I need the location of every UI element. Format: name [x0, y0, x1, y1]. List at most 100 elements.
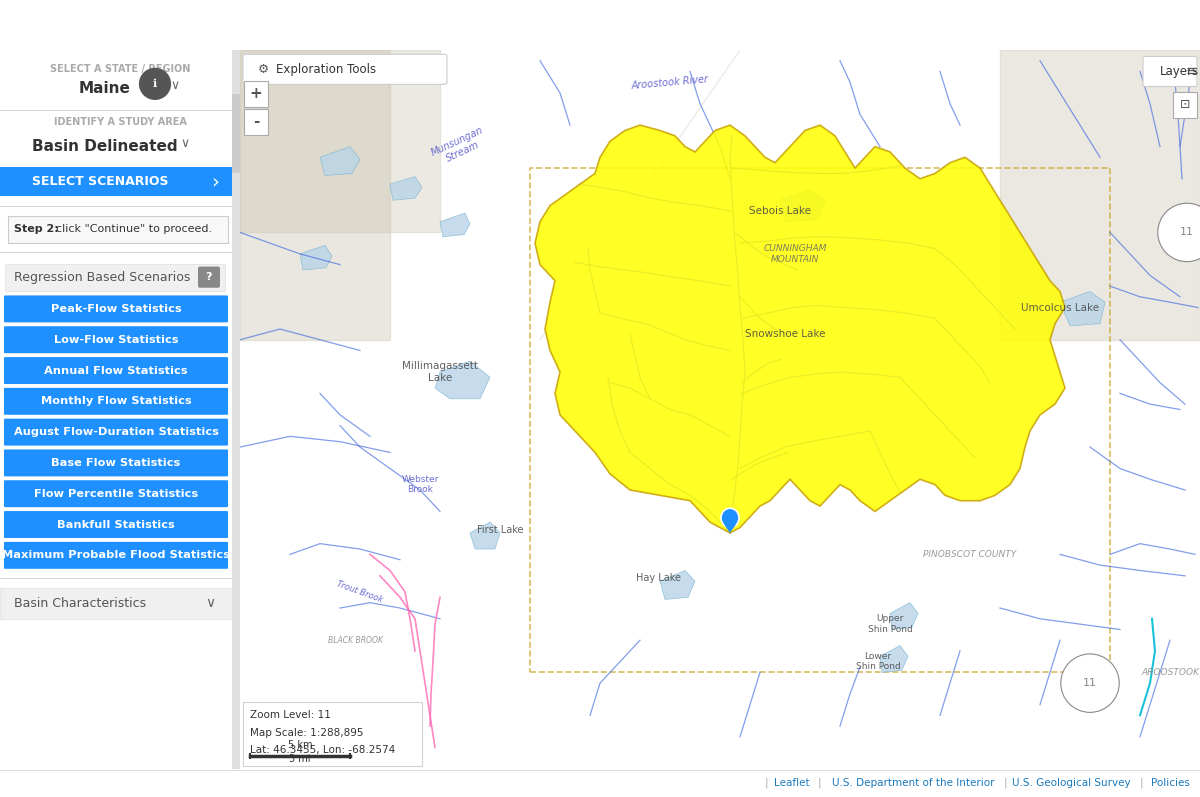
Text: 11: 11: [1084, 678, 1097, 688]
Polygon shape: [724, 524, 736, 533]
Polygon shape: [540, 50, 740, 340]
Text: Maine: Maine: [79, 80, 131, 96]
Text: |: |: [1003, 778, 1007, 788]
Text: BLACK BROOK: BLACK BROOK: [328, 636, 383, 645]
Text: AROOSTOOK: AROOSTOOK: [1141, 668, 1199, 677]
Text: ⚙: ⚙: [258, 63, 269, 76]
Text: ›: ›: [211, 172, 218, 191]
Text: 5 km: 5 km: [288, 740, 312, 750]
FancyBboxPatch shape: [0, 588, 232, 618]
Text: Aroostook River: Aroostook River: [631, 74, 709, 91]
FancyBboxPatch shape: [198, 266, 220, 288]
Polygon shape: [1000, 50, 1200, 340]
Text: Millimagassett
Lake: Millimagassett Lake: [402, 361, 478, 383]
Text: click "Continue" to proceed.: click "Continue" to proceed.: [56, 224, 212, 234]
Text: ? Help: ? Help: [1120, 20, 1154, 30]
Text: 3 mi: 3 mi: [289, 754, 311, 764]
Text: Step 2:: Step 2:: [14, 224, 59, 234]
FancyBboxPatch shape: [4, 481, 228, 507]
FancyBboxPatch shape: [8, 215, 228, 242]
Text: CUNNINGHAM
MOUNTAIN: CUNNINGHAM MOUNTAIN: [763, 244, 827, 264]
Text: Basin Delineated: Basin Delineated: [32, 139, 178, 154]
FancyBboxPatch shape: [4, 450, 228, 477]
Text: Hay Lake: Hay Lake: [636, 573, 680, 583]
FancyBboxPatch shape: [244, 109, 268, 135]
Text: Policies: Policies: [1151, 778, 1190, 788]
Text: IDENTIFY A STUDY AREA: IDENTIFY A STUDY AREA: [54, 117, 186, 128]
Text: ∨: ∨: [170, 79, 180, 92]
Text: Munsungan
Stream: Munsungan Stream: [430, 125, 490, 168]
Text: |: |: [818, 778, 822, 788]
Polygon shape: [535, 125, 1066, 533]
Text: Leaflet: Leaflet: [774, 778, 810, 788]
Text: ∨: ∨: [180, 136, 190, 150]
Text: Exploration Tools: Exploration Tools: [276, 63, 376, 76]
Text: Zoom Level: 11: Zoom Level: 11: [250, 710, 331, 720]
FancyBboxPatch shape: [232, 94, 240, 173]
Text: Trout Brook: Trout Brook: [336, 579, 384, 604]
FancyBboxPatch shape: [4, 296, 228, 323]
Text: Low-Flow Statistics: Low-Flow Statistics: [54, 335, 179, 345]
Polygon shape: [880, 646, 908, 673]
FancyBboxPatch shape: [4, 418, 228, 446]
Text: SELECT SCENARIOS: SELECT SCENARIOS: [31, 175, 168, 188]
Circle shape: [721, 508, 739, 528]
Text: +: +: [250, 87, 263, 101]
Text: |: |: [1139, 778, 1142, 788]
Text: Annual Flow Statistics: Annual Flow Statistics: [44, 366, 187, 375]
Text: PINOBSCOT COUNTY: PINOBSCOT COUNTY: [923, 550, 1016, 559]
Text: Basin Characteristics: Basin Characteristics: [14, 597, 146, 610]
FancyBboxPatch shape: [4, 511, 228, 538]
Polygon shape: [440, 213, 470, 237]
FancyBboxPatch shape: [1174, 92, 1198, 118]
Text: Bankfull Statistics: Bankfull Statistics: [58, 520, 175, 529]
Text: Peak-Flow Statistics: Peak-Flow Statistics: [50, 304, 181, 314]
Polygon shape: [300, 245, 332, 270]
Text: Monthly Flow Statistics: Monthly Flow Statistics: [41, 396, 191, 406]
Text: U.S. Geological Survey: U.S. Geological Survey: [1013, 778, 1132, 788]
FancyBboxPatch shape: [5, 264, 226, 291]
Text: First Lake: First Lake: [476, 524, 523, 535]
Text: Snowshoe Lake: Snowshoe Lake: [745, 329, 826, 340]
Polygon shape: [240, 50, 440, 233]
Text: ℹ About: ℹ About: [1030, 20, 1070, 30]
Text: Map Scale: 1:288,895: Map Scale: 1:288,895: [250, 728, 364, 737]
FancyBboxPatch shape: [4, 542, 228, 569]
FancyBboxPatch shape: [4, 357, 228, 384]
Polygon shape: [240, 50, 390, 340]
Text: ℹ: ℹ: [152, 79, 157, 89]
Text: ∨: ∨: [205, 596, 215, 611]
Text: August Flow-Duration Statistics: August Flow-Duration Statistics: [13, 427, 218, 437]
Polygon shape: [660, 571, 695, 599]
Text: ☁ Batch Processor: ☁ Batch Processor: [850, 20, 954, 30]
FancyBboxPatch shape: [4, 388, 228, 414]
Text: ≋USGS: ≋USGS: [12, 8, 110, 32]
Text: Base Flow Statistics: Base Flow Statistics: [52, 458, 181, 468]
FancyBboxPatch shape: [0, 167, 232, 196]
Text: Flow Percentile Statistics: Flow Percentile Statistics: [34, 489, 198, 499]
Text: U.S. Department of the Interior: U.S. Department of the Interior: [833, 778, 995, 788]
FancyBboxPatch shape: [232, 50, 240, 769]
FancyBboxPatch shape: [1142, 57, 1198, 87]
Polygon shape: [1060, 292, 1105, 326]
Polygon shape: [470, 522, 500, 549]
FancyBboxPatch shape: [242, 54, 446, 84]
Text: ⊡: ⊡: [1180, 98, 1190, 112]
FancyBboxPatch shape: [4, 326, 228, 353]
Text: StreamStats: StreamStats: [134, 16, 246, 34]
Text: Layers: Layers: [1160, 65, 1199, 78]
Text: |: |: [764, 778, 768, 788]
Text: SELECT A STATE / REGION: SELECT A STATE / REGION: [50, 65, 190, 74]
Text: -: -: [253, 115, 259, 129]
Polygon shape: [436, 361, 490, 398]
Text: Umcolcus Lake: Umcolcus Lake: [1021, 303, 1099, 312]
Polygon shape: [390, 177, 422, 200]
Text: ?: ?: [205, 272, 212, 282]
Text: Lower
Shin Pond: Lower Shin Pond: [856, 652, 900, 671]
Text: Lat: 46.3455, Lon: -68.2574: Lat: 46.3455, Lon: -68.2574: [250, 744, 395, 755]
Text: Sebois Lake: Sebois Lake: [749, 206, 811, 216]
FancyBboxPatch shape: [244, 81, 268, 107]
Text: ▪ Report: ▪ Report: [940, 20, 988, 30]
Text: science for a changing world: science for a changing world: [12, 35, 113, 41]
Polygon shape: [780, 190, 826, 222]
